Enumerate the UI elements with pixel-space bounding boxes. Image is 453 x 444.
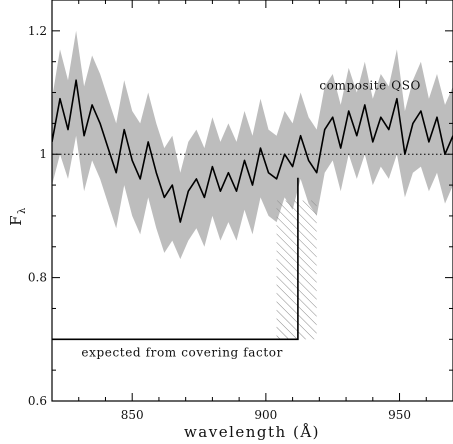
hatched-region [276, 200, 317, 340]
hatch-layer [276, 200, 317, 340]
x-tick-label: 950 [388, 408, 411, 422]
series-line [52, 79, 453, 223]
x-tick-label: 850 [121, 408, 144, 422]
annotation-composite-qso: composite QSO [319, 78, 421, 92]
ticks-layer: 850 900 950 0.6 0.8 1 1.2 [28, 0, 453, 422]
x-axis-title: wavelength (Å) [184, 423, 320, 441]
y-tick-label: 0.8 [28, 271, 47, 285]
band-layer [52, 30, 453, 260]
y-axis-title: Fλ [7, 206, 28, 226]
covering-factor-step [52, 177, 299, 341]
y-tick-label: 1.2 [28, 24, 47, 38]
y-axis-title-main: F [7, 214, 25, 226]
step-layer [52, 177, 299, 341]
plot-frame [51, 0, 453, 402]
annotation-covering-factor: expected from covering factor [81, 346, 283, 360]
series-layer [52, 79, 453, 223]
uncertainty-band [52, 30, 453, 260]
y-tick-label: 1 [39, 147, 47, 161]
y-axis-title-subscript: λ [17, 206, 28, 214]
y-tick-label: 0.6 [28, 394, 47, 408]
x-tick-label: 900 [254, 408, 277, 422]
